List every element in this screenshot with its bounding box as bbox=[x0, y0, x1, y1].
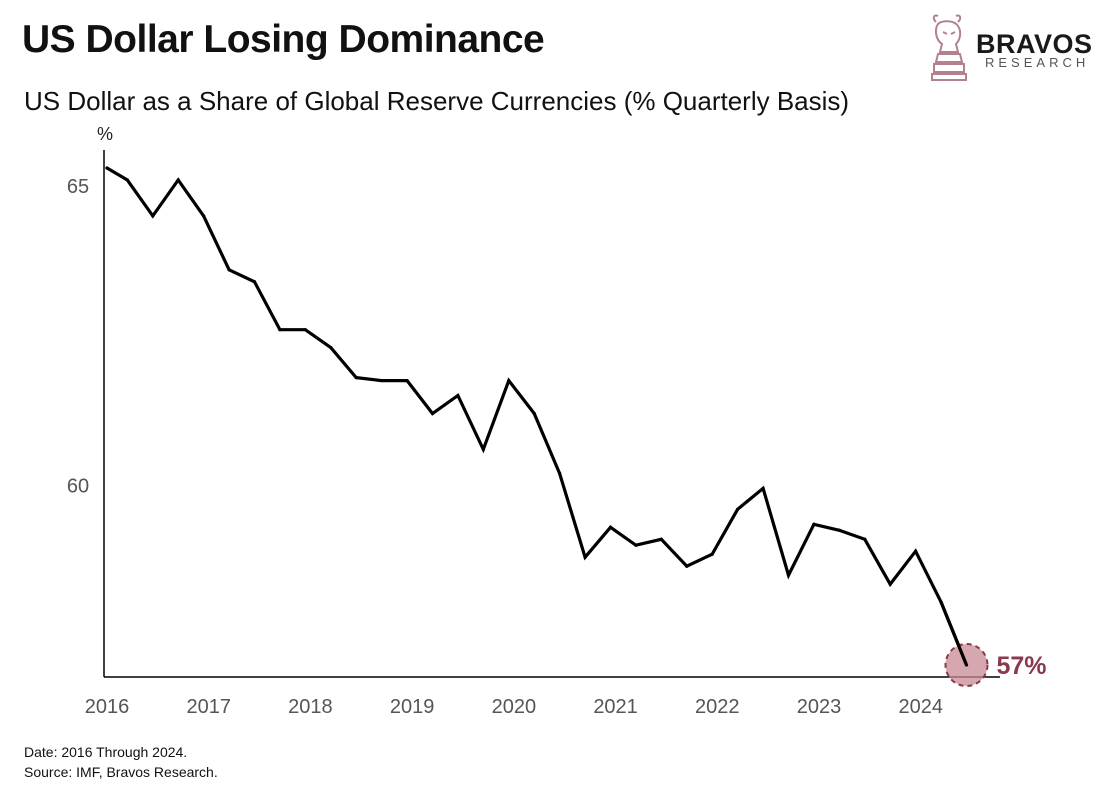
data-point bbox=[786, 573, 791, 577]
x-tick-label: 2018 bbox=[288, 696, 333, 718]
data-point bbox=[888, 582, 892, 586]
data-point bbox=[507, 378, 511, 383]
chart-title: US Dollar Losing Dominance bbox=[22, 18, 545, 61]
data-point bbox=[481, 447, 485, 452]
x-tick-label: 2019 bbox=[390, 696, 435, 718]
data-point bbox=[456, 393, 460, 398]
data-point bbox=[430, 411, 435, 416]
y-tick-label: 60 bbox=[67, 475, 89, 497]
data-point bbox=[583, 555, 587, 559]
x-tick-label: 2024 bbox=[898, 696, 943, 718]
x-tick-label: 2017 bbox=[186, 696, 231, 718]
data-point bbox=[634, 543, 638, 547]
data-point bbox=[380, 378, 384, 383]
data-point bbox=[354, 375, 358, 380]
series-line-end bbox=[939, 600, 969, 667]
data-point bbox=[863, 537, 867, 541]
data-point bbox=[151, 214, 155, 218]
series-line bbox=[105, 166, 969, 667]
y-tick-label: 65 bbox=[67, 176, 89, 198]
data-point bbox=[659, 537, 663, 541]
x-tick-label: 2016 bbox=[85, 696, 130, 718]
data-point bbox=[202, 214, 206, 218]
x-tick-label: 2021 bbox=[593, 696, 638, 718]
data-point bbox=[176, 178, 180, 182]
data-point bbox=[710, 552, 714, 556]
bull-knight-chess-icon bbox=[931, 14, 967, 81]
data-point bbox=[278, 328, 282, 332]
data-point bbox=[303, 328, 307, 332]
chart-footer: Date: 2016 Through 2024. Source: IMF, Br… bbox=[24, 742, 218, 782]
data-point bbox=[608, 525, 613, 529]
logo-subtitle: RESEARCH bbox=[985, 55, 1090, 70]
logo-wordmark: BRAVOS bbox=[976, 29, 1093, 59]
data-point bbox=[252, 280, 257, 284]
source-note: Source: IMF, Bravos Research. bbox=[24, 764, 218, 780]
data-point bbox=[837, 528, 841, 532]
data-point bbox=[329, 346, 333, 350]
data-point bbox=[761, 486, 765, 490]
x-tick-label: 2022 bbox=[695, 696, 740, 718]
data-point bbox=[558, 471, 562, 475]
data-point bbox=[812, 522, 816, 526]
end-value-label: 57% bbox=[996, 652, 1046, 680]
data-point bbox=[227, 268, 231, 272]
x-tick-label: 2020 bbox=[492, 696, 537, 718]
data-point bbox=[736, 507, 740, 511]
data-point bbox=[685, 564, 689, 568]
data-point bbox=[125, 178, 129, 182]
y-unit-label: % bbox=[97, 124, 113, 144]
date-note: Date: 2016 Through 2024. bbox=[24, 744, 188, 760]
data-point bbox=[532, 411, 536, 416]
brand-logo: BRAVOS RESEARCH bbox=[928, 12, 1098, 87]
x-tick-label: 2023 bbox=[797, 696, 842, 718]
data-point bbox=[405, 378, 409, 383]
chart-subtitle: US Dollar as a Share of Global Reserve C… bbox=[24, 86, 850, 116]
data-point bbox=[105, 166, 109, 170]
data-point bbox=[914, 549, 918, 553]
